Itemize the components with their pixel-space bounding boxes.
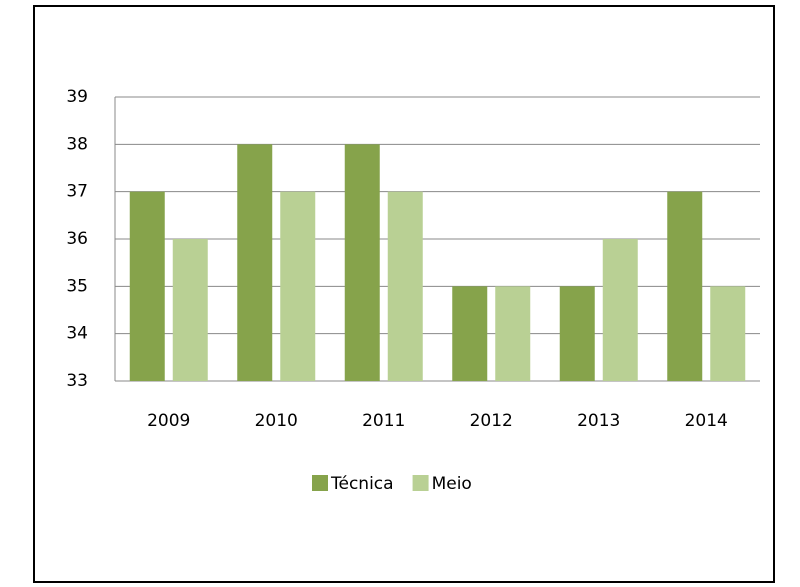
legend-label: Técnica [330,474,394,494]
y-tick-label: 34 [66,324,88,344]
bar [387,191,423,381]
bar [237,144,273,381]
bar [280,191,316,381]
bar [710,286,746,381]
legend-label: Meio [432,474,472,494]
bar [602,239,638,381]
legend-swatch [312,475,328,491]
y-tick-label: 39 [66,87,88,107]
x-tick-label: 2011 [362,411,405,431]
bar [172,239,208,381]
bar [129,191,165,381]
x-tick-label: 2009 [147,411,190,431]
y-tick-label: 37 [66,182,88,202]
bar [452,286,488,381]
y-tick-label: 38 [66,134,88,154]
legend-swatch [412,475,429,491]
x-tick-label: 2012 [470,411,513,431]
bar [667,191,703,381]
y-tick-label: 36 [66,229,88,249]
x-tick-label: 2014 [685,411,728,431]
x-tick-label: 2013 [577,411,620,431]
bar [495,286,531,381]
bar [559,286,595,381]
bar [344,144,380,381]
y-tick-label: 33 [66,371,88,391]
y-tick-label: 35 [66,276,88,296]
x-tick-label: 2010 [255,411,298,431]
